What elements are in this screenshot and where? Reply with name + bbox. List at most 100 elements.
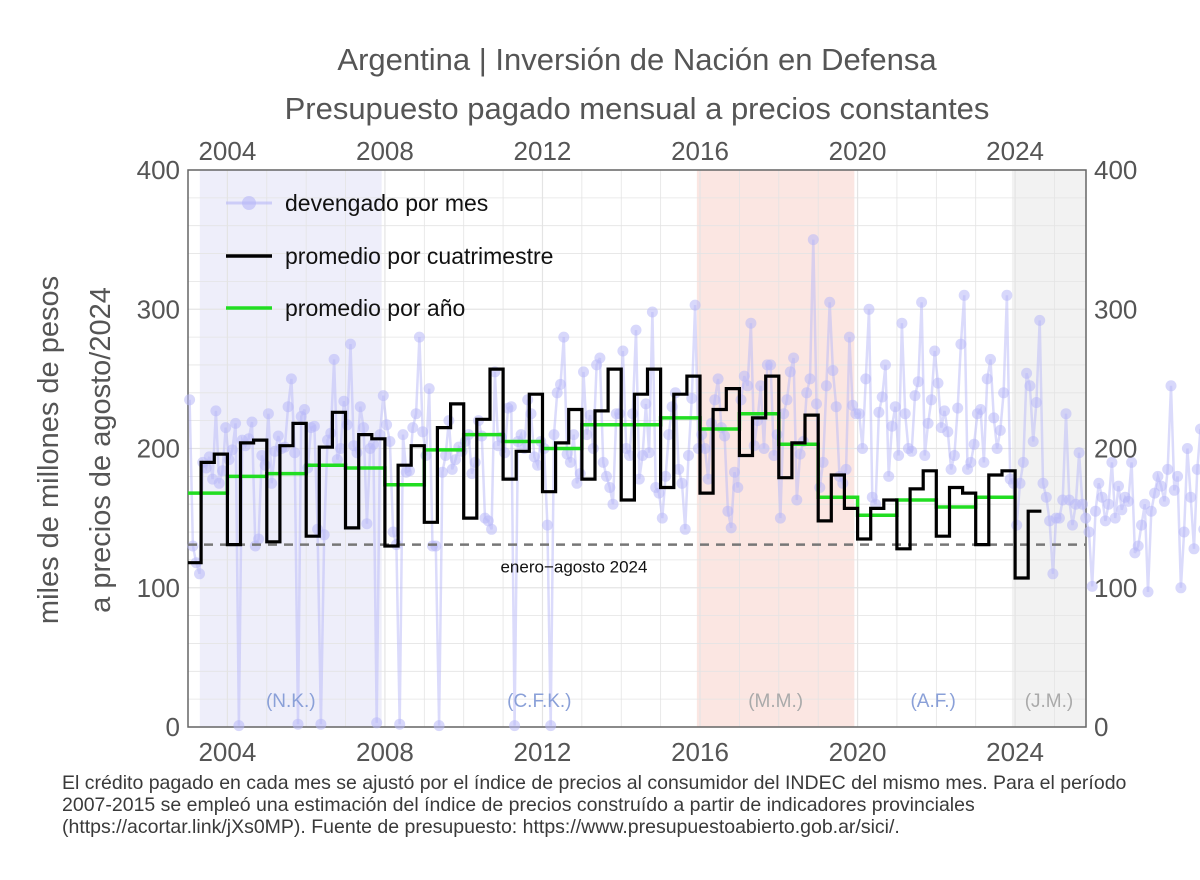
y-tick-label-left: 100 (137, 573, 180, 603)
monthly-point (686, 392, 698, 404)
monthly-point (952, 402, 964, 414)
monthly-point (978, 456, 990, 468)
monthly-point (1191, 463, 1200, 475)
legend-label: promedio por año (285, 295, 465, 321)
monthly-point (827, 365, 839, 376)
period-label: (A.F.) (910, 691, 955, 712)
monthly-point (732, 482, 744, 493)
monthly-point (292, 718, 304, 730)
monthly-point (968, 438, 980, 450)
monthly-point (748, 440, 760, 452)
period-label: (M.M.) (748, 691, 803, 712)
monthly-point (880, 359, 891, 371)
monthly-point (1116, 504, 1128, 516)
monthly-point (991, 443, 1003, 454)
monthly-point (702, 473, 714, 485)
monthly-point (1178, 526, 1190, 538)
monthly-point (410, 408, 422, 420)
monthly-point (571, 477, 583, 489)
monthly-point (1030, 397, 1042, 408)
monthly-point (1021, 367, 1033, 379)
monthly-point (633, 473, 645, 485)
monthly-point (259, 459, 271, 471)
monthly-point (509, 720, 521, 732)
monthly-point (1139, 498, 1151, 510)
monthly-point (413, 331, 425, 343)
monthly-point (873, 406, 885, 418)
monthly-point (299, 404, 310, 415)
monthly-point (640, 398, 652, 410)
monthly-point (253, 533, 265, 545)
monthly-point (482, 515, 494, 527)
monthly-point (601, 470, 612, 482)
monthly-point (925, 394, 937, 406)
monthly-point (404, 465, 415, 477)
monthly-point (889, 401, 901, 413)
monthly-point (1040, 491, 1052, 503)
monthly-point (1132, 540, 1144, 552)
monthly-point (857, 443, 868, 454)
monthly-point (233, 720, 245, 732)
monthly-point (830, 401, 842, 413)
monthly-point (909, 390, 921, 402)
monthly-point (722, 505, 734, 517)
monthly-point (335, 443, 347, 454)
monthly-point (266, 477, 278, 489)
monthly-point (653, 487, 665, 499)
monthly-point (896, 317, 908, 329)
y-axis-label-line2: a precios de agosto/2024 (85, 287, 117, 613)
x-tick-label-top: 2008 (356, 136, 414, 166)
monthly-point (285, 373, 297, 385)
monthly-point (1086, 580, 1098, 592)
legend: devengado por mes promedio por cuatrimest… (226, 190, 553, 321)
monthly-point (387, 526, 399, 538)
monthly-point (308, 420, 320, 432)
monthly-point (791, 494, 803, 506)
monthly-point (1027, 436, 1039, 447)
quarter-average-series (188, 367, 1042, 580)
monthly-point (541, 519, 553, 531)
monthly-point (587, 443, 599, 454)
monthly-point (1155, 480, 1167, 492)
monthly-point (778, 408, 790, 420)
monthly-point (230, 417, 242, 429)
monthly-point (804, 373, 816, 385)
monthly-point (824, 296, 836, 308)
monthly-point (948, 450, 960, 461)
monthly-point (784, 366, 796, 378)
monthly-point (945, 463, 957, 475)
monthly-point (213, 477, 225, 489)
monthly-point (377, 390, 389, 402)
x-tick-label-top: 2020 (829, 136, 887, 166)
monthly-point (1073, 447, 1085, 459)
monthly-point (1175, 582, 1187, 594)
monthly-point (1158, 495, 1170, 507)
monthly-point (574, 468, 586, 480)
monthly-point (384, 436, 396, 447)
monthly-point (1172, 470, 1184, 482)
monthly-point (1168, 484, 1180, 496)
monthly-point (1122, 495, 1134, 507)
monthly-point (1053, 512, 1065, 524)
monthly-point (781, 394, 793, 406)
monthly-point (584, 409, 596, 421)
period-label: (C.F.K.) (507, 691, 571, 712)
monthly-point (200, 462, 212, 474)
x-tick-label-bottom: 2016 (671, 737, 729, 767)
monthly-point (1185, 491, 1197, 503)
monthly-point (289, 447, 301, 459)
monthly-point (758, 443, 770, 454)
monthly-point (578, 366, 589, 378)
monthly-point (663, 429, 675, 441)
monthly-point (817, 456, 829, 468)
monthly-point (1181, 443, 1193, 454)
monthly-point (847, 399, 859, 411)
monthly-point (331, 454, 343, 466)
monthly-point (742, 380, 754, 392)
monthly-point (811, 398, 822, 410)
x-tick-label-top: 2016 (671, 136, 729, 166)
monthly-point (394, 718, 406, 730)
monthly-point (617, 345, 629, 357)
monthly-point (564, 456, 576, 468)
monthly-point (436, 466, 448, 478)
